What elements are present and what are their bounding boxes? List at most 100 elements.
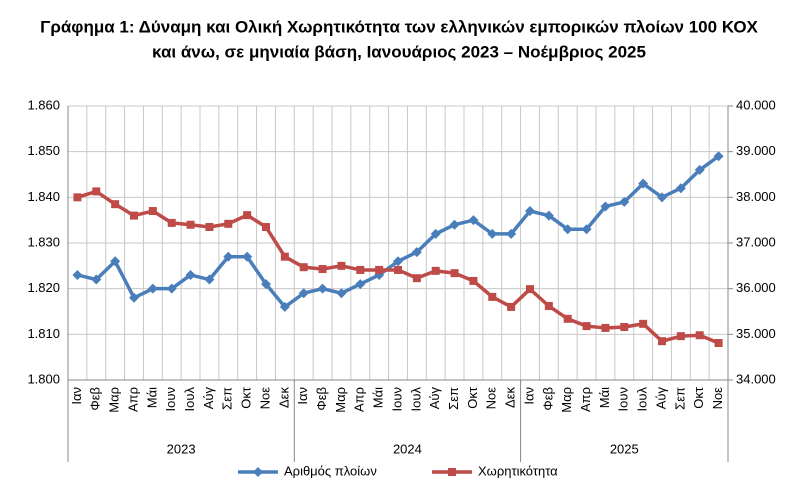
- marker: [280, 252, 289, 261]
- year-label: 2024: [393, 441, 422, 456]
- x-tick-label: Νοε: [484, 387, 499, 410]
- marker: [355, 279, 366, 290]
- marker: [185, 269, 196, 280]
- x-tick-label: Ιαν: [295, 387, 310, 405]
- marker: [487, 228, 498, 239]
- series-line: [77, 154, 720, 309]
- marker: [356, 265, 365, 274]
- marker: [411, 247, 422, 258]
- marker: [506, 228, 517, 239]
- marker: [336, 288, 347, 299]
- legend-marker: [448, 468, 456, 476]
- x-tick-label: Ιουλ: [408, 387, 423, 412]
- x-tick-label: Δεκ: [276, 387, 291, 408]
- x-tick-label: Σεπ: [672, 387, 687, 410]
- marker: [638, 178, 649, 189]
- y2-tick-label: 38.000: [736, 189, 776, 204]
- marker: [525, 206, 535, 217]
- marker: [299, 263, 308, 272]
- legend-label: Αριθμός πλοίων: [284, 463, 377, 478]
- x-tick-label: Σεπ: [220, 387, 235, 410]
- marker: [91, 274, 102, 285]
- marker: [468, 215, 479, 226]
- x-tick-label: Φεβ: [314, 387, 329, 411]
- marker: [224, 219, 233, 228]
- legend-marker: [253, 467, 263, 477]
- x-tick-label: Ιουν: [389, 387, 404, 411]
- y2-tick-label: 37.000: [736, 234, 776, 249]
- marker: [713, 151, 724, 162]
- marker: [450, 269, 459, 278]
- x-tick-label: Μάι: [144, 387, 159, 408]
- x-tick-label: Ιουλ: [635, 387, 650, 412]
- x-tick-label: Ιουν: [163, 387, 178, 411]
- x-tick-label: Απρ: [125, 387, 140, 412]
- marker: [657, 192, 667, 203]
- marker: [695, 331, 704, 340]
- marker: [394, 265, 402, 274]
- x-tick-label: Αύγ: [653, 387, 668, 410]
- marker: [620, 323, 629, 332]
- marker: [562, 224, 573, 235]
- y-tick-label: 1.810: [27, 326, 60, 341]
- marker: [111, 200, 120, 209]
- y2-tick-label: 39.000: [736, 143, 776, 158]
- marker: [337, 261, 346, 270]
- y2-tick-label: 35.000: [736, 326, 776, 341]
- marker: [676, 332, 685, 341]
- marker: [298, 288, 309, 299]
- marker: [639, 319, 648, 328]
- marker: [167, 218, 176, 227]
- x-tick-label: Μαρ: [559, 387, 574, 413]
- x-tick-label: Οκτ: [465, 386, 480, 409]
- marker: [110, 256, 121, 267]
- x-tick-label: Ιαν: [521, 387, 536, 405]
- marker: [186, 220, 195, 229]
- marker: [430, 228, 441, 239]
- marker: [72, 269, 83, 280]
- y-tick-label: 1.850: [27, 143, 60, 158]
- x-tick-label: Φεβ: [88, 387, 103, 411]
- marker: [148, 207, 157, 216]
- marker: [262, 223, 270, 232]
- x-tick-label: Σεπ: [446, 387, 461, 410]
- marker: [581, 224, 592, 235]
- marker: [507, 302, 516, 311]
- legend-label: Χωρητικότητα: [478, 463, 558, 478]
- marker: [279, 301, 290, 312]
- x-tick-label: Μάι: [597, 387, 612, 408]
- year-label: 2025: [610, 441, 639, 456]
- chart-title: Γράφημα 1: Δύναμη και Ολική Χωρητικότητα…: [40, 17, 758, 36]
- marker: [469, 276, 478, 285]
- marker: [601, 323, 610, 332]
- marker: [393, 256, 403, 267]
- marker: [318, 265, 327, 274]
- y-tick-label: 1.800: [27, 371, 60, 386]
- marker: [223, 251, 234, 262]
- marker: [582, 322, 591, 331]
- marker: [261, 279, 271, 290]
- y2-tick-label: 36.000: [736, 280, 776, 295]
- y2-tick-label: 40.000: [736, 97, 776, 112]
- x-tick-label: Μάι: [371, 387, 386, 408]
- x-tick-label: Φεβ: [540, 387, 555, 411]
- marker: [449, 219, 460, 230]
- marker: [714, 339, 723, 348]
- x-tick-label: Απρ: [578, 387, 593, 412]
- marker: [544, 302, 553, 311]
- x-tick-label: Αύγ: [427, 387, 442, 410]
- marker: [204, 274, 215, 285]
- chart-subtitle: και άνω, σε μηνιαία βάση, Ιανουάριος 202…: [152, 42, 646, 61]
- y-tick-label: 1.860: [27, 97, 60, 112]
- marker: [675, 183, 686, 194]
- y2-tick-label: 34.000: [736, 371, 776, 386]
- marker: [694, 164, 705, 175]
- x-tick-label: Οκτ: [239, 386, 254, 409]
- year-label: 2023: [167, 441, 196, 456]
- marker: [243, 211, 252, 220]
- x-tick-label: Απρ: [352, 387, 367, 412]
- marker: [92, 187, 101, 196]
- y-tick-label: 1.840: [27, 189, 60, 204]
- marker: [166, 283, 177, 294]
- x-tick-label: Οκτ: [691, 386, 706, 409]
